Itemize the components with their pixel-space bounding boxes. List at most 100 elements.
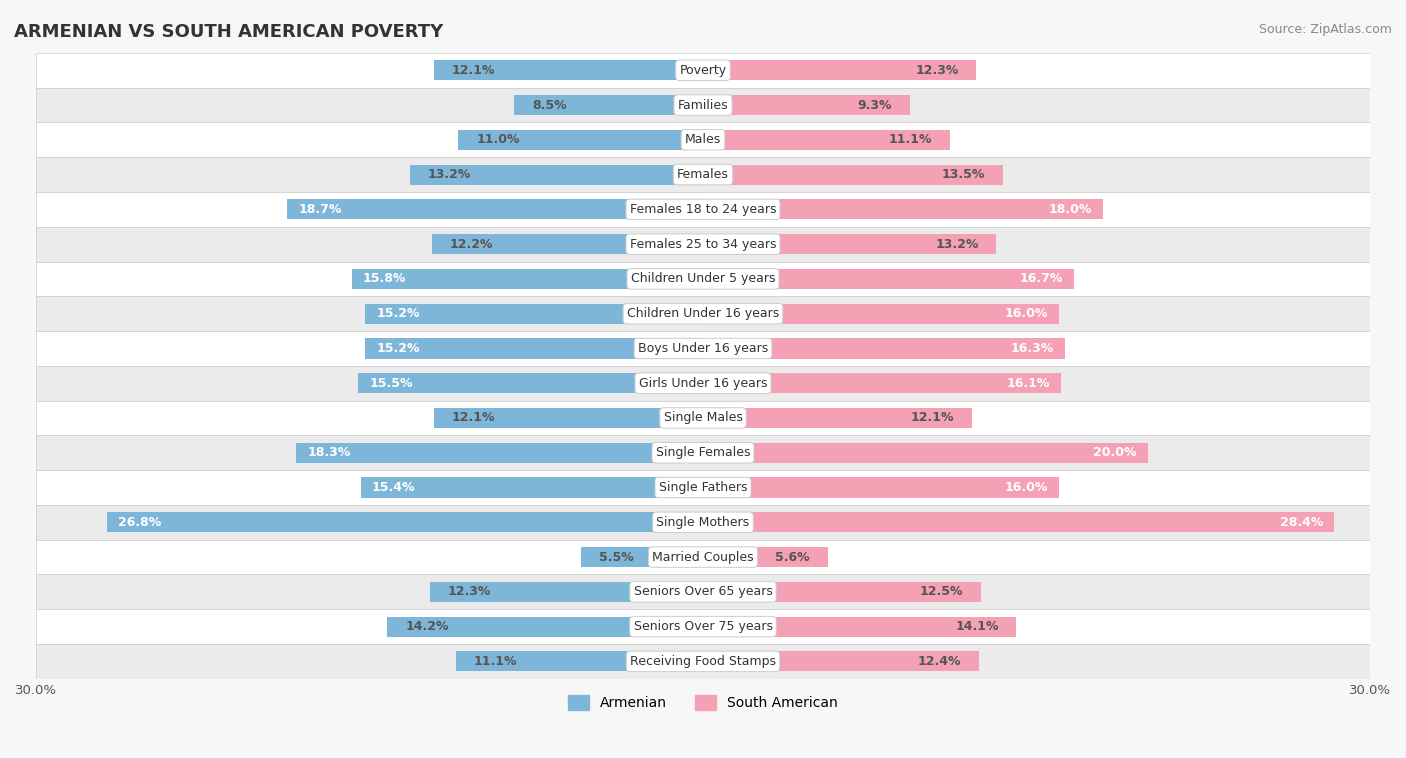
Text: 5.5%: 5.5% <box>599 550 633 563</box>
Text: Seniors Over 65 years: Seniors Over 65 years <box>634 585 772 598</box>
Text: Single Females: Single Females <box>655 446 751 459</box>
Text: Source: ZipAtlas.com: Source: ZipAtlas.com <box>1258 23 1392 36</box>
Legend: Armenian, South American: Armenian, South American <box>562 690 844 716</box>
Text: Married Couples: Married Couples <box>652 550 754 563</box>
Bar <box>366 304 703 324</box>
Text: Females: Females <box>678 168 728 181</box>
Bar <box>297 443 703 463</box>
Bar <box>703 95 910 115</box>
Bar <box>352 269 703 289</box>
Text: Single Mothers: Single Mothers <box>657 515 749 529</box>
Bar <box>434 60 703 80</box>
Text: 5.6%: 5.6% <box>775 550 810 563</box>
Bar <box>37 609 1369 644</box>
Text: 26.8%: 26.8% <box>118 515 162 529</box>
Bar <box>703 478 1059 497</box>
Bar <box>359 373 703 393</box>
Bar <box>703 581 981 602</box>
Bar <box>434 408 703 428</box>
Bar <box>287 199 703 220</box>
Text: 12.1%: 12.1% <box>451 64 495 77</box>
Bar <box>515 95 703 115</box>
Bar <box>703 304 1059 324</box>
Text: Poverty: Poverty <box>679 64 727 77</box>
Bar <box>703 651 979 672</box>
Text: Children Under 16 years: Children Under 16 years <box>627 307 779 320</box>
Bar <box>703 269 1074 289</box>
Bar <box>37 575 1369 609</box>
Bar <box>37 262 1369 296</box>
Bar <box>703 199 1104 220</box>
Bar <box>458 130 703 150</box>
Bar <box>703 338 1066 359</box>
Bar <box>456 651 703 672</box>
Bar <box>703 130 950 150</box>
Bar <box>37 53 1369 88</box>
Text: 12.1%: 12.1% <box>911 412 955 424</box>
Text: 20.0%: 20.0% <box>1092 446 1136 459</box>
Bar <box>581 547 703 567</box>
Text: 15.2%: 15.2% <box>377 307 419 320</box>
Bar <box>37 331 1369 366</box>
Text: 11.0%: 11.0% <box>477 133 520 146</box>
Text: Single Fathers: Single Fathers <box>659 481 747 494</box>
Text: 12.3%: 12.3% <box>447 585 491 598</box>
Text: 13.2%: 13.2% <box>935 238 979 251</box>
Bar <box>360 478 703 497</box>
Bar <box>37 505 1369 540</box>
Bar <box>37 227 1369 262</box>
Bar <box>37 157 1369 192</box>
Bar <box>366 338 703 359</box>
Text: 13.2%: 13.2% <box>427 168 471 181</box>
Bar <box>432 234 703 254</box>
Text: Girls Under 16 years: Girls Under 16 years <box>638 377 768 390</box>
Text: 16.0%: 16.0% <box>1004 481 1047 494</box>
Bar <box>703 234 997 254</box>
Text: Females 25 to 34 years: Females 25 to 34 years <box>630 238 776 251</box>
Text: 12.3%: 12.3% <box>915 64 959 77</box>
Bar <box>703 373 1062 393</box>
Text: 13.5%: 13.5% <box>942 168 986 181</box>
Text: 18.0%: 18.0% <box>1049 203 1092 216</box>
Text: 16.3%: 16.3% <box>1011 342 1054 355</box>
Text: Males: Males <box>685 133 721 146</box>
Bar <box>703 512 1334 532</box>
Bar <box>37 540 1369 575</box>
Text: 15.4%: 15.4% <box>371 481 415 494</box>
Text: Receiving Food Stamps: Receiving Food Stamps <box>630 655 776 668</box>
Text: Females 18 to 24 years: Females 18 to 24 years <box>630 203 776 216</box>
Text: Boys Under 16 years: Boys Under 16 years <box>638 342 768 355</box>
Text: Families: Families <box>678 99 728 111</box>
Bar <box>703 408 972 428</box>
Bar <box>703 547 828 567</box>
Bar <box>429 581 703 602</box>
Text: ARMENIAN VS SOUTH AMERICAN POVERTY: ARMENIAN VS SOUTH AMERICAN POVERTY <box>14 23 443 41</box>
Bar <box>703 616 1017 637</box>
Bar <box>37 435 1369 470</box>
Bar <box>37 401 1369 435</box>
Bar <box>37 644 1369 678</box>
Text: 15.5%: 15.5% <box>370 377 413 390</box>
Text: Children Under 5 years: Children Under 5 years <box>631 272 775 286</box>
Text: 9.3%: 9.3% <box>858 99 891 111</box>
Text: Single Males: Single Males <box>664 412 742 424</box>
Bar <box>703 60 977 80</box>
Text: 16.1%: 16.1% <box>1007 377 1050 390</box>
Text: 14.1%: 14.1% <box>955 620 998 633</box>
Bar <box>37 296 1369 331</box>
Bar <box>37 470 1369 505</box>
Bar <box>37 366 1369 401</box>
Text: 15.8%: 15.8% <box>363 272 406 286</box>
Text: 18.3%: 18.3% <box>308 446 350 459</box>
Bar <box>37 123 1369 157</box>
Text: 14.2%: 14.2% <box>405 620 449 633</box>
Bar <box>703 443 1147 463</box>
Text: 12.1%: 12.1% <box>451 412 495 424</box>
Text: 28.4%: 28.4% <box>1279 515 1323 529</box>
Bar <box>387 616 703 637</box>
Bar <box>703 164 1002 185</box>
Text: 8.5%: 8.5% <box>531 99 567 111</box>
Text: 12.4%: 12.4% <box>917 655 960 668</box>
Bar <box>409 164 703 185</box>
Bar <box>37 192 1369 227</box>
